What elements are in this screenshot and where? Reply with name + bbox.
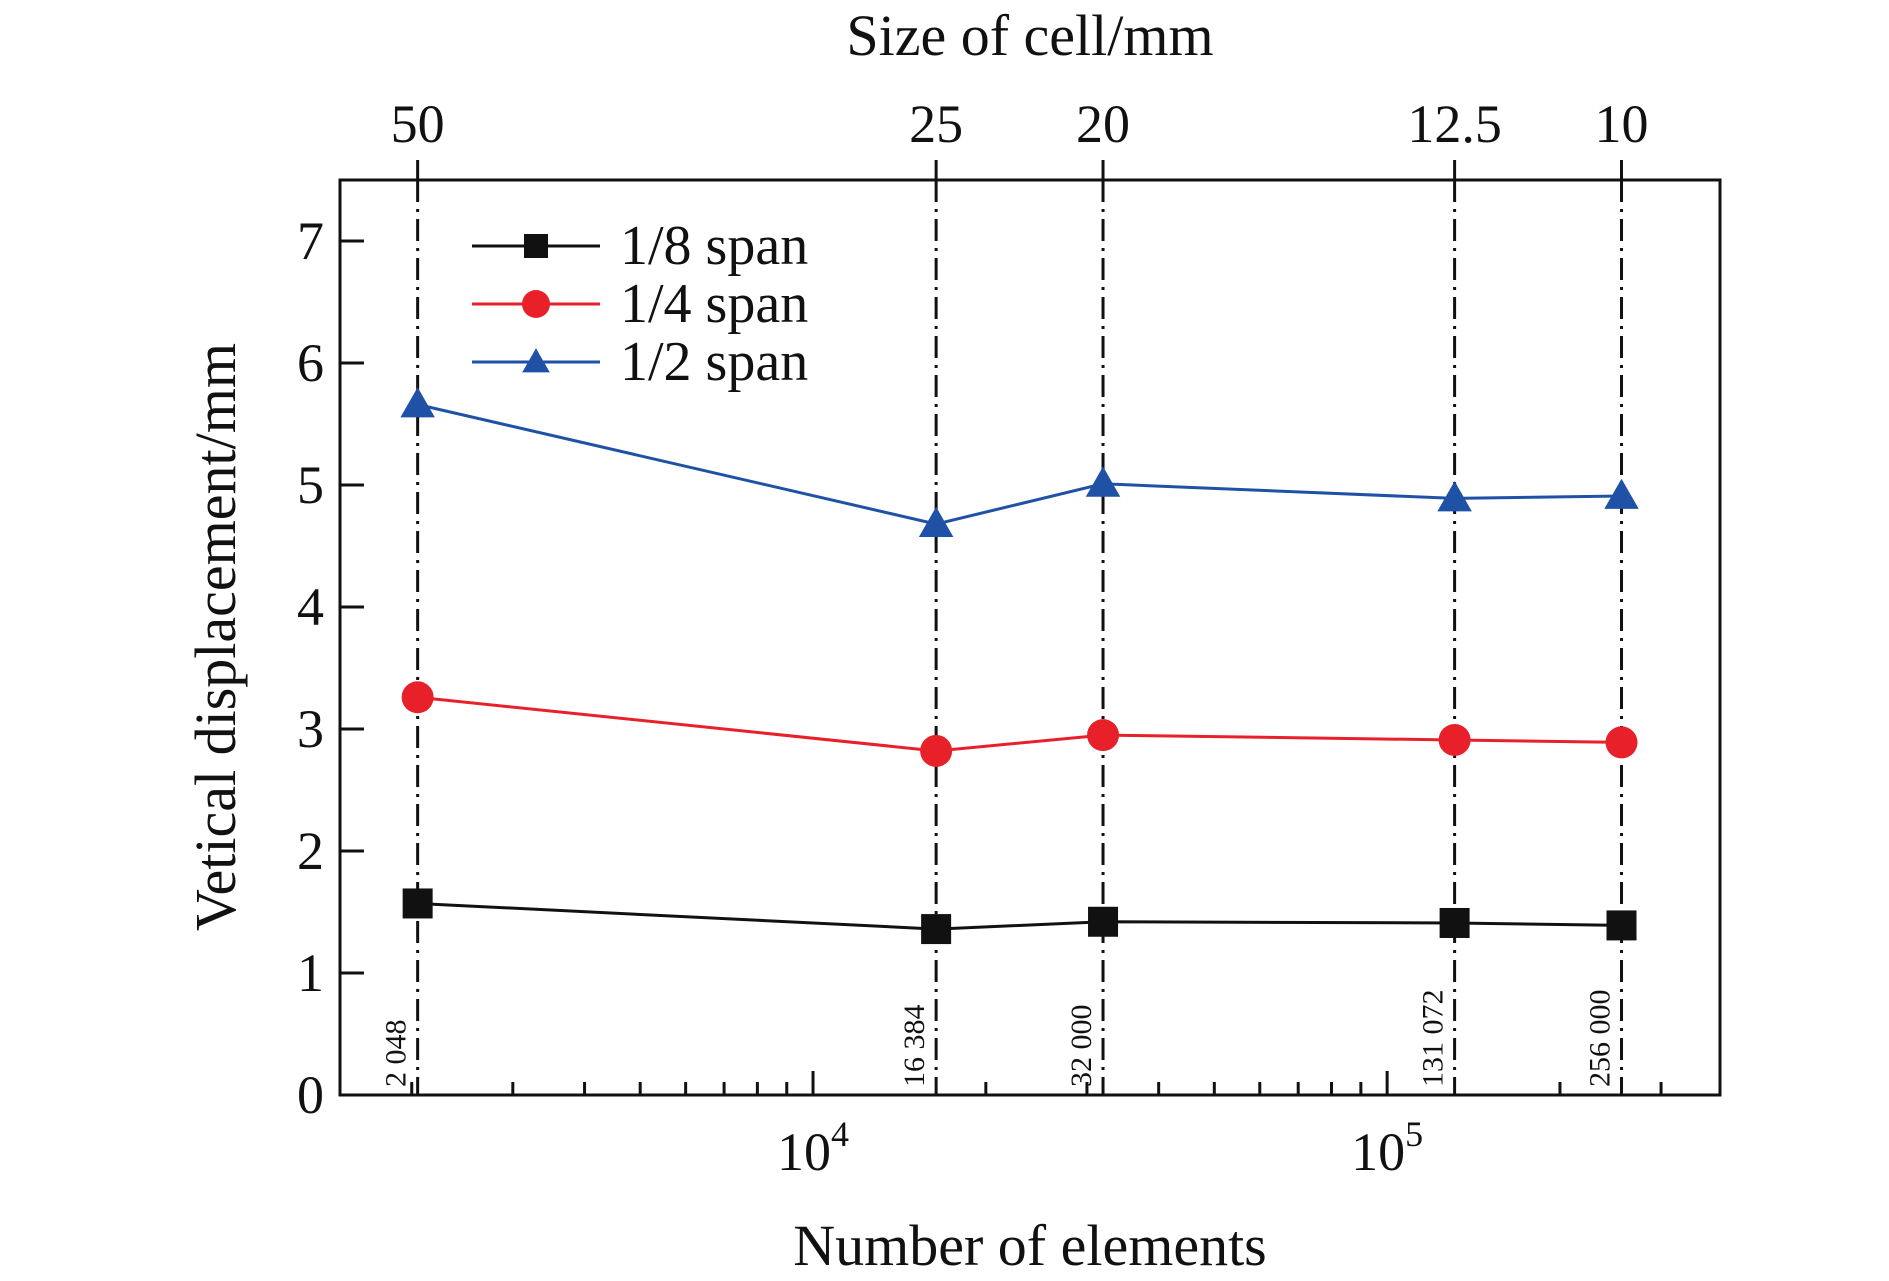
y-tick-label: 6 [297,333,324,393]
data-point-square [402,888,433,919]
data-point-triangle [918,506,954,537]
top-tick-label: 10 [1595,94,1649,154]
legend-item: 1/8 span [472,215,808,277]
element-count-label: 32 000 [1065,1005,1098,1088]
legend-item: 1/4 span [472,273,808,335]
x-tick-base: 10 [1351,1122,1405,1182]
y-axis-title: Vetical displacement/mm [183,343,248,931]
data-point-square [1439,907,1470,938]
y-tick-label: 0 [297,1065,324,1125]
legend-item: 1/2 span [472,331,808,393]
plot-area [340,180,1720,1095]
data-point-circle [920,734,953,767]
series-2 [401,681,1638,767]
y-tick-label: 5 [297,455,324,515]
data-point-circle [401,681,434,714]
top-tick-label: 50 [391,94,445,154]
y-tick-label: 2 [297,821,324,881]
series-1 [402,888,1637,945]
series-layer [400,387,1639,945]
legend-label: 1/2 span [620,331,808,393]
top-tick-label: 25 [909,94,963,154]
data-point-circle [522,290,550,318]
data-point-triangle [522,348,550,373]
top-axis-title: Size of cell/mm [846,3,1213,68]
legend-label: 1/8 span [620,215,808,277]
data-point-triangle [400,387,435,418]
element-count-label: 256 000 [1584,990,1617,1088]
data-point-square [921,914,952,945]
data-point-triangle [1085,466,1121,497]
x-tick-base: 10 [777,1122,831,1182]
y-tick-label: 3 [297,699,324,759]
legend-label: 1/4 span [620,273,808,335]
element-count-label: 16 384 [898,1005,931,1088]
data-point-square [524,234,548,258]
data-point-square [1088,906,1119,937]
data-point-triangle [1437,481,1472,512]
x-tick-exponent: 5 [1405,1114,1423,1154]
data-point-square [1606,910,1637,941]
element-count-label: 2 048 [380,1020,413,1088]
x-tick-label: 105 [1351,1114,1423,1182]
element-count-label: 131 072 [1417,990,1450,1088]
data-point-circle [1605,726,1638,759]
series-3 [400,387,1639,537]
x-tick-label: 104 [777,1114,849,1182]
data-point-circle [1087,719,1120,752]
top-tick-label: 20 [1076,94,1130,154]
y-tick-label: 4 [297,577,324,637]
data-point-triangle [1604,478,1639,509]
top-tick-label: 12.5 [1407,94,1502,154]
x-tick-exponent: 4 [831,1114,849,1154]
y-tick-label: 1 [297,943,324,1003]
x-axis-title: Number of elements [793,1213,1267,1278]
data-point-circle [1438,723,1471,756]
y-tick-label: 7 [297,211,324,271]
plot-frame [338,178,1722,1097]
